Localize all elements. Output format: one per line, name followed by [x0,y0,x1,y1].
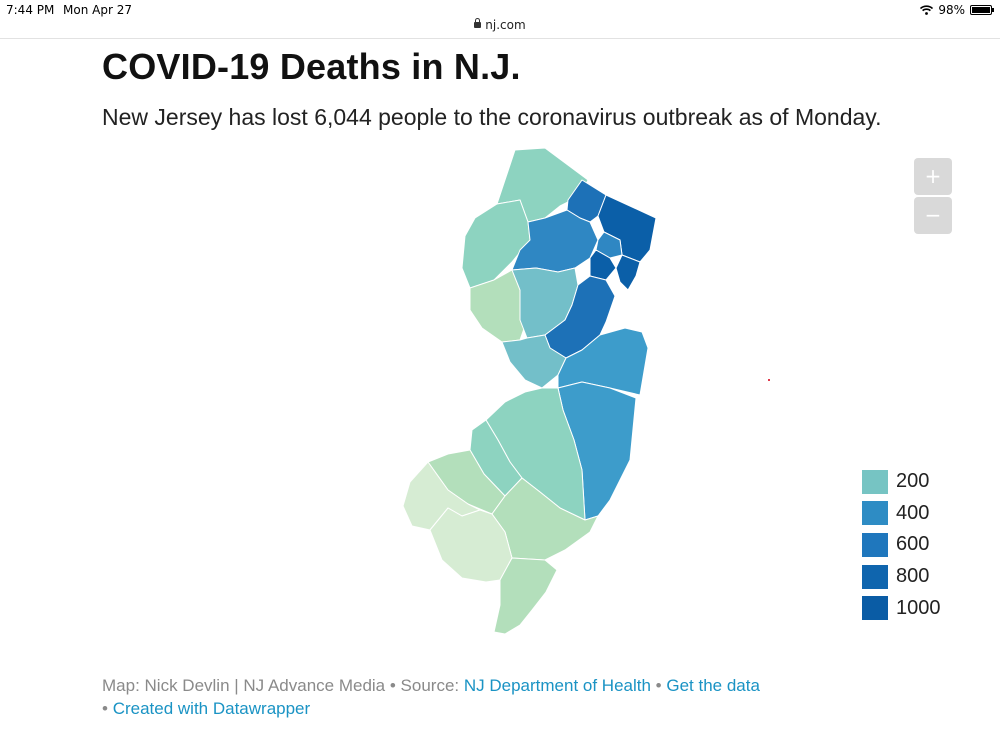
battery-percent: 98% [938,3,965,17]
county-cape-may[interactable] [493,557,558,635]
legend-label: 1000 [896,596,941,619]
legend-item: 1000 [862,592,941,624]
map-credits: Map: Nick Devlin | NJ Advance Media • So… [102,674,862,720]
address-bar[interactable]: nj.com [0,18,1000,38]
legend-item: 200 [862,466,941,498]
separator: • [650,676,667,695]
legend-label: 600 [896,533,930,556]
county-hudson[interactable] [615,254,641,291]
page-title: COVID-19 Deaths in N.J. [102,46,521,87]
legend: 200 400 600 800 1000 [862,466,941,624]
legend-swatch [862,469,888,494]
status-bar: 7:44 PM Mon Apr 27 98% [0,0,1000,20]
zoom-in-button[interactable]: + [914,158,952,195]
legend-swatch [862,532,888,557]
nj-county-map [402,147,657,635]
legend-item: 800 [862,561,941,593]
legend-swatch [862,596,888,621]
legend-swatch [862,501,888,526]
legend-item: 400 [862,498,941,530]
source-link[interactable]: NJ Department of Health [463,676,651,695]
get-data-link[interactable]: Get the data [666,676,760,695]
battery-icon [970,5,994,15]
legend-item: 600 [862,529,941,561]
page-subtitle: New Jersey has lost 6,044 people to the … [102,104,882,130]
wifi-icon [920,5,934,15]
toolbar-divider [0,38,1000,39]
separator: • [102,699,113,718]
legend-swatch [862,564,888,589]
lock-icon [474,18,482,28]
status-date: Mon Apr 27 [63,3,132,17]
zoom-out-button[interactable]: − [914,197,952,234]
legend-label: 400 [896,501,930,524]
status-time: 7:44 PM [6,3,55,17]
url-text: nj.com [485,18,526,32]
status-right: 98% [920,3,994,17]
datawrapper-link[interactable]: Created with Datawrapper [112,699,311,718]
county-cumberland[interactable] [429,507,513,583]
credits-text: Map: Nick Devlin | NJ Advance Media • So… [102,676,464,695]
legend-label: 200 [896,470,930,493]
legend-label: 800 [896,565,930,588]
map-marker [768,379,770,381]
